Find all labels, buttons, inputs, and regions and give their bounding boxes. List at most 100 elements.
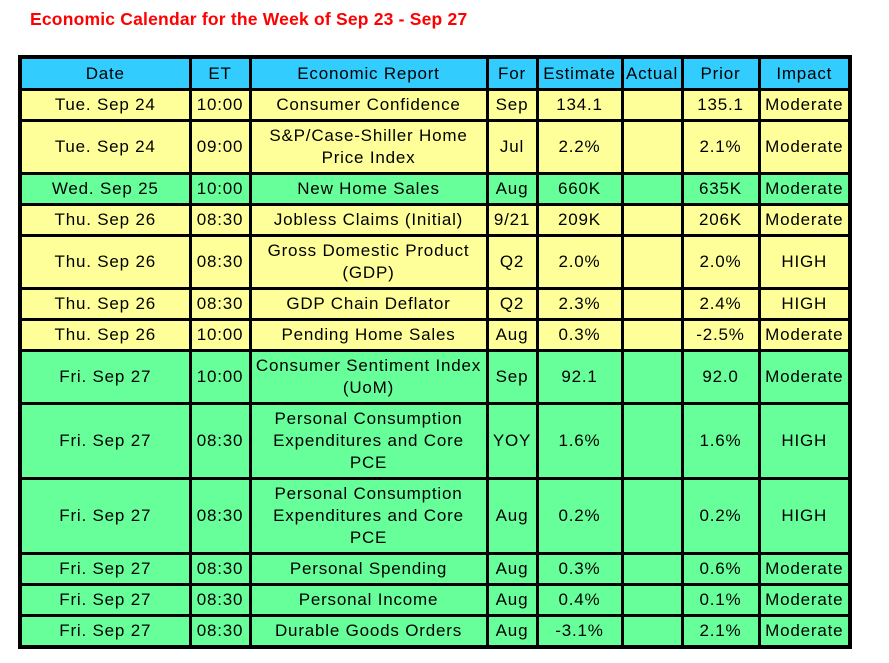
table-row: Tue. Sep 24 10:00 Consumer Confidence Sep 13… bbox=[18, 88, 852, 122]
cell-for: Jul bbox=[485, 119, 539, 175]
cell-prior: 0.1% bbox=[680, 583, 761, 617]
column-header-actual: Actual bbox=[620, 55, 684, 91]
cell-actual bbox=[620, 318, 684, 352]
column-header-for: For bbox=[485, 55, 539, 91]
cell-report: Personal Consumption Expenditures and Co… bbox=[248, 402, 489, 480]
cell-impact: Moderate bbox=[757, 88, 852, 122]
cell-et: 08:30 bbox=[188, 583, 252, 617]
cell-for: Q2 bbox=[485, 234, 539, 290]
cell-date: Thu. Sep 26 bbox=[18, 318, 192, 352]
cell-report: Pending Home Sales bbox=[248, 318, 489, 352]
cell-et: 08:30 bbox=[188, 203, 252, 237]
cell-report: New Home Sales bbox=[248, 172, 489, 206]
cell-estimate: 92.1 bbox=[535, 349, 624, 405]
table-row: Fri. Sep 27 08:30 Personal Consumption Exp… bbox=[18, 402, 852, 480]
cell-estimate: 209K bbox=[535, 203, 624, 237]
cell-actual bbox=[620, 119, 684, 175]
cell-for: 9/21 bbox=[485, 203, 539, 237]
cell-actual bbox=[620, 234, 684, 290]
cell-prior: 2.1% bbox=[680, 614, 761, 649]
economic-calendar-table: Date ET Economic Report For Estimate Act… bbox=[18, 55, 852, 649]
cell-prior: 0.2% bbox=[680, 477, 761, 555]
cell-report: Personal Consumption Expenditures and Co… bbox=[248, 477, 489, 555]
cell-for: Aug bbox=[485, 172, 539, 206]
column-header-report: Economic Report bbox=[248, 55, 489, 91]
cell-estimate: -3.1% bbox=[535, 614, 624, 649]
cell-report: Consumer Sentiment Index (UoM) bbox=[248, 349, 489, 405]
cell-impact: HIGH bbox=[757, 477, 852, 555]
cell-date: Thu. Sep 26 bbox=[18, 203, 192, 237]
cell-actual bbox=[620, 172, 684, 206]
table-row: Tue. Sep 24 09:00 S&P/Case-Shiller Home Pr… bbox=[18, 119, 852, 175]
cell-estimate: 134.1 bbox=[535, 88, 624, 122]
cell-impact: HIGH bbox=[757, 234, 852, 290]
cell-date: Fri. Sep 27 bbox=[18, 614, 192, 649]
cell-for: Aug bbox=[485, 614, 539, 649]
cell-report: Consumer Confidence bbox=[248, 88, 489, 122]
cell-actual bbox=[620, 287, 684, 321]
cell-estimate: 660K bbox=[535, 172, 624, 206]
cell-prior: 92.0 bbox=[680, 349, 761, 405]
column-header-impact: Impact bbox=[757, 55, 852, 91]
cell-et: 10:00 bbox=[188, 172, 252, 206]
table-row: Thu. Sep 26 10:00 Pending Home Sales Aug 0.3… bbox=[18, 318, 852, 352]
cell-estimate: 2.3% bbox=[535, 287, 624, 321]
cell-et: 08:30 bbox=[188, 552, 252, 586]
cell-report: GDP Chain Deflator bbox=[248, 287, 489, 321]
cell-for: Aug bbox=[485, 552, 539, 586]
cell-report: Personal Spending bbox=[248, 552, 489, 586]
cell-prior: 635K bbox=[680, 172, 761, 206]
cell-report: Jobless Claims (Initial) bbox=[248, 203, 489, 237]
cell-report: Durable Goods Orders bbox=[248, 614, 489, 649]
cell-estimate: 1.6% bbox=[535, 402, 624, 480]
table-row: Fri. Sep 27 08:30 Personal Spending Aug 0.3%… bbox=[18, 552, 852, 586]
cell-prior: 1.6% bbox=[680, 402, 761, 480]
cell-for: Sep bbox=[485, 88, 539, 122]
cell-actual bbox=[620, 402, 684, 480]
cell-et: 08:30 bbox=[188, 234, 252, 290]
table-row: Wed. Sep 25 10:00 New Home Sales Aug 660K 635… bbox=[18, 172, 852, 206]
cell-et: 08:30 bbox=[188, 402, 252, 480]
cell-prior: 206K bbox=[680, 203, 761, 237]
cell-report: Personal Income bbox=[248, 583, 489, 617]
cell-et: 08:30 bbox=[188, 477, 252, 555]
cell-et: 10:00 bbox=[188, 88, 252, 122]
cell-impact: Moderate bbox=[757, 172, 852, 206]
cell-impact: Moderate bbox=[757, 614, 852, 649]
cell-report: Gross Domestic Product (GDP) bbox=[248, 234, 489, 290]
cell-for: Q2 bbox=[485, 287, 539, 321]
cell-estimate: 0.4% bbox=[535, 583, 624, 617]
cell-prior: -2.5% bbox=[680, 318, 761, 352]
cell-estimate: 0.3% bbox=[535, 318, 624, 352]
cell-estimate: 2.2% bbox=[535, 119, 624, 175]
cell-actual bbox=[620, 88, 684, 122]
cell-actual bbox=[620, 477, 684, 555]
cell-estimate: 0.3% bbox=[535, 552, 624, 586]
cell-prior: 0.6% bbox=[680, 552, 761, 586]
table-row: Thu. Sep 26 08:30 Gross Domestic Product (… bbox=[18, 234, 852, 290]
cell-impact: Moderate bbox=[757, 318, 852, 352]
table-row: Fri. Sep 27 08:30 Durable Goods Orders Aug -… bbox=[18, 614, 852, 649]
cell-for: Aug bbox=[485, 583, 539, 617]
column-header-date: Date bbox=[18, 55, 192, 91]
cell-actual bbox=[620, 552, 684, 586]
cell-prior: 2.0% bbox=[680, 234, 761, 290]
cell-prior: 2.4% bbox=[680, 287, 761, 321]
cell-date: Fri. Sep 27 bbox=[18, 477, 192, 555]
table-row: Fri. Sep 27 08:30 Personal Consumption Exp… bbox=[18, 477, 852, 555]
cell-actual bbox=[620, 583, 684, 617]
cell-impact: Moderate bbox=[757, 552, 852, 586]
cell-et: 10:00 bbox=[188, 349, 252, 405]
table-row: Fri. Sep 27 08:30 Personal Income Aug 0.4% 0.… bbox=[18, 583, 852, 617]
cell-et: 09:00 bbox=[188, 119, 252, 175]
cell-impact: Moderate bbox=[757, 349, 852, 405]
cell-date: Fri. Sep 27 bbox=[18, 583, 192, 617]
table-row: Thu. Sep 26 08:30 Jobless Claims (Initial)… bbox=[18, 203, 852, 237]
cell-date: Thu. Sep 26 bbox=[18, 287, 192, 321]
column-header-et: ET bbox=[188, 55, 252, 91]
cell-impact: Moderate bbox=[757, 583, 852, 617]
table-row: Fri. Sep 27 10:00 Consumer Sentiment Index… bbox=[18, 349, 852, 405]
cell-for: YOY bbox=[485, 402, 539, 480]
page-title: Economic Calendar for the Week of Sep 23… bbox=[30, 9, 468, 29]
